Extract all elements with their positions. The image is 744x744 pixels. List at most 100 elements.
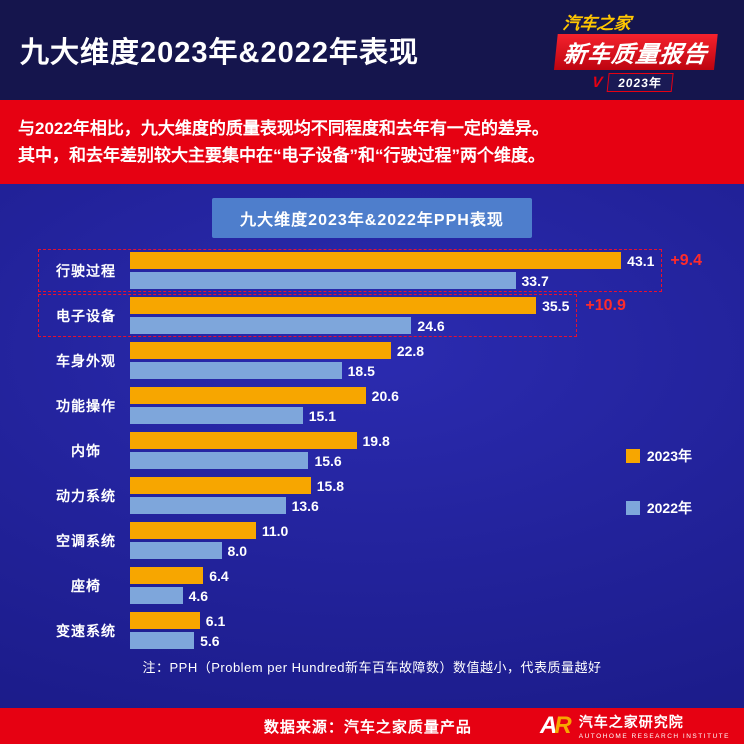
page-title: 九大维度2023年&2022年表现	[20, 37, 419, 69]
bar-value: 4.6	[188, 587, 209, 604]
institute-logo-mark: AR	[540, 714, 572, 738]
bar-2022年	[130, 407, 303, 424]
chart-title: 九大维度2023年&2022年PPH表现	[212, 198, 532, 238]
bar-value: 20.6	[371, 387, 399, 404]
logo-letter-r: R	[554, 712, 572, 739]
bar-group: 22.8 18.5	[130, 342, 702, 379]
bar-line: 5.6	[130, 632, 702, 649]
bar-value: 22.8	[396, 342, 425, 359]
bar-2023年	[130, 612, 200, 629]
bar-2023年	[130, 477, 311, 494]
chart-row: 行驶过程 43.1 +9.4 33.7	[38, 249, 702, 292]
bar-group: 35.5 +10.9 24.6	[130, 297, 702, 334]
legend-label: 2023年	[646, 448, 692, 464]
bar-2023年	[130, 567, 204, 584]
chart-note: 注：PPH（Problem per Hundred新车百车故障数）数值越小，代表…	[142, 660, 602, 675]
legend-swatch	[625, 449, 640, 463]
institute-name-cn: 汽车之家研究院	[578, 714, 684, 730]
bar-2022年	[130, 362, 342, 379]
bar-group: 20.6 15.1	[130, 387, 702, 424]
bar-value: 5.6	[200, 632, 220, 649]
bar-line: 4.6	[130, 587, 702, 604]
category-label: 功能操作	[56, 397, 116, 414]
bar-2022年	[130, 542, 222, 559]
bar-line: 15.8	[130, 477, 702, 494]
bar-2023年	[130, 342, 391, 359]
bar-line: 6.4	[130, 567, 702, 584]
bar-group: 11.0 8.0	[130, 522, 702, 559]
bar-value: 35.5	[542, 297, 570, 314]
bar-value: 33.7	[521, 272, 549, 289]
chart-row: 车身外观 22.8 18.5	[42, 342, 702, 379]
bar-value: 6.1	[205, 612, 226, 629]
bar-value: 15.6	[314, 452, 342, 469]
bar-line: 20.6	[130, 387, 702, 404]
bar-value: 19.8	[362, 432, 390, 449]
bar-group: 43.1 +9.4 33.7	[130, 252, 702, 289]
bar-value: 24.6	[417, 317, 445, 334]
logo-brand: 汽车之家	[561, 13, 632, 33]
bar-2022年	[130, 587, 183, 604]
bar-value: 43.1	[627, 252, 655, 269]
intro-line-1: 与2022年相比，九大维度的质量表现均不同程度和去年有一定的差异。	[18, 118, 549, 138]
category-label: 变速系统	[56, 622, 116, 639]
category-label: 内饰	[71, 442, 101, 459]
bar-2022年	[130, 452, 309, 469]
intro-line-2: 其中，和去年差别较大主要集中在“电子设备”和“行驶过程”两个维度。	[18, 146, 545, 165]
category-label: 动力系统	[56, 487, 116, 504]
bar-line: 15.6	[130, 452, 702, 469]
bar-2022年	[130, 632, 195, 649]
bar-line: 43.1 +9.4	[130, 252, 702, 269]
bar-value: 13.6	[291, 497, 319, 514]
bar-group: 6.1 5.6	[130, 612, 702, 649]
category-label: 电子设备	[56, 307, 116, 324]
footer: 数据来源：汽车之家质量产品 AR 汽车之家研究院 AUTOHOME RESEAR…	[0, 708, 744, 744]
bar-line: 24.6	[130, 317, 702, 334]
data-source: 数据来源：汽车之家质量产品	[263, 718, 472, 736]
institute-logo: AR 汽车之家研究院 AUTOHOME RESEARCH INSTITUTE	[540, 712, 730, 741]
chart-row: 动力系统 15.8 13.6	[42, 477, 702, 514]
delta-annotation: +10.9	[585, 296, 626, 314]
bar-2023年	[130, 387, 366, 404]
bar-2023年	[130, 297, 537, 314]
category-label: 行驶过程	[56, 262, 116, 279]
check-icon: V	[591, 73, 604, 91]
bar-line: 18.5	[130, 362, 702, 379]
bar-value: 18.5	[347, 362, 375, 379]
intro-banner: 与2022年相比，九大维度的质量表现均不同程度和去年有一定的差异。 其中，和去年…	[0, 100, 744, 184]
delta-annotation: +9.4	[670, 251, 702, 269]
logo-letter-a: A	[540, 712, 558, 739]
bar-2022年	[130, 317, 412, 334]
institute-name: 汽车之家研究院 AUTOHOME RESEARCH INSTITUTE	[579, 712, 730, 740]
chart-row: 空调系统 11.0 8.0	[42, 522, 702, 559]
chart-row: 变速系统 6.1 5.6	[42, 612, 702, 649]
chart-row: 功能操作 20.6 15.1	[42, 387, 702, 424]
legend-item: 2023年	[625, 446, 692, 466]
bar-line: 22.8	[130, 342, 702, 359]
chart-row: 电子设备 35.5 +10.9 24.6	[38, 294, 702, 337]
bar-2023年	[130, 432, 357, 449]
bar-line: 35.5 +10.9	[130, 297, 702, 314]
legend-item: 2022年	[625, 498, 692, 518]
bar-line: 6.1	[130, 612, 702, 629]
chart-row: 座椅 6.4 4.6	[42, 567, 702, 604]
logo-report-title: 新车质量报告	[553, 33, 718, 70]
chart-row: 内饰 19.8 15.6	[42, 432, 702, 469]
category-label: 空调系统	[56, 532, 116, 549]
bar-2022年	[130, 272, 516, 289]
logo-year-row: V 2023年	[552, 72, 714, 92]
bar-line: 11.0	[130, 522, 702, 539]
legend-swatch	[625, 501, 640, 515]
bar-2023年	[130, 252, 622, 269]
bar-2022年	[130, 497, 286, 514]
bar-line: 19.8	[130, 432, 702, 449]
bar-group: 15.8 13.6	[130, 477, 702, 514]
bar-2023年	[130, 522, 256, 539]
bar-chart: 行驶过程 43.1 +9.4 33.7 电子设备 35.5 +10.9 24.6 车身外观 22.…	[0, 238, 744, 649]
bar-value: 15.8	[316, 477, 344, 494]
chart-section: 九大维度2023年&2022年PPH表现 行驶过程 43.1 +9.4 33.7 电子设…	[0, 184, 744, 708]
chart-legend: 2023年 2022年	[625, 446, 692, 518]
category-label: 座椅	[71, 577, 101, 594]
bar-value: 15.1	[308, 407, 336, 424]
bar-value: 11.0	[261, 522, 289, 539]
